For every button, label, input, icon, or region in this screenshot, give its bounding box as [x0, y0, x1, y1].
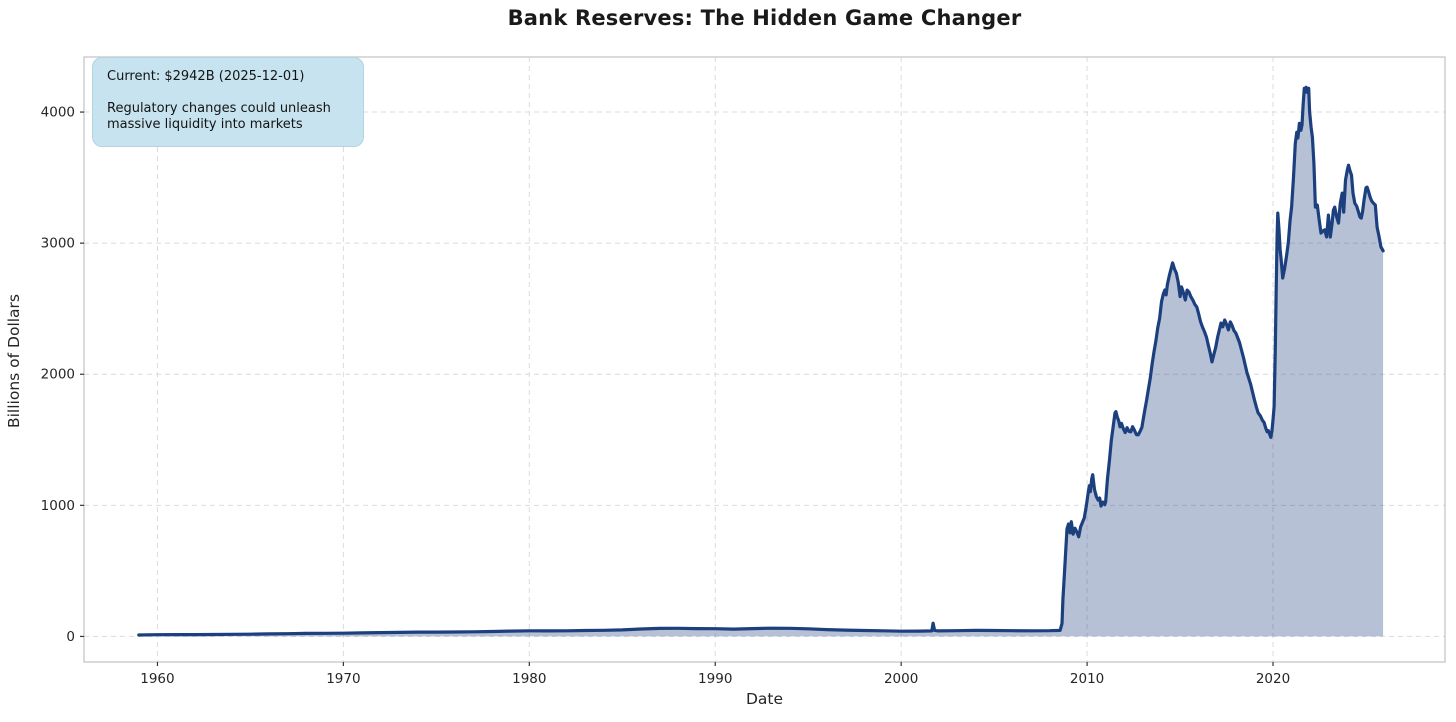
x-tick-label: 1980	[512, 671, 546, 687]
x-tick-label: 1970	[326, 671, 360, 687]
x-axis-label: Date	[745, 690, 784, 708]
y-tick-label: 4000	[41, 105, 75, 121]
chart-title: Bank Reserves: The Hidden Game Changer	[507, 6, 1022, 30]
x-tick-label: 1990	[698, 671, 732, 687]
y-tick-label: 1000	[41, 498, 75, 514]
x-tick-label: 1960	[140, 671, 174, 687]
x-tick-label: 2020	[1256, 671, 1290, 687]
y-axis-label: Billions of Dollars	[5, 294, 23, 429]
annotation-current-value: Current: $2942B (2025-12-01)	[107, 69, 305, 84]
annotation-box: Current: $2942B (2025-12-01) Regulatory …	[92, 57, 364, 147]
x-tick-label: 2000	[884, 671, 918, 687]
reserves-area-fill	[138, 87, 1384, 637]
x-tick-label: 2010	[1070, 671, 1104, 687]
y-tick-label: 2000	[41, 367, 75, 383]
y-tick-label: 3000	[41, 236, 75, 252]
reserves-line	[137, 85, 1385, 637]
y-tick-label: 0	[66, 629, 75, 645]
annotation-body-text: Regulatory changes could unleash massive…	[107, 100, 331, 133]
plot-border	[83, 56, 1446, 663]
